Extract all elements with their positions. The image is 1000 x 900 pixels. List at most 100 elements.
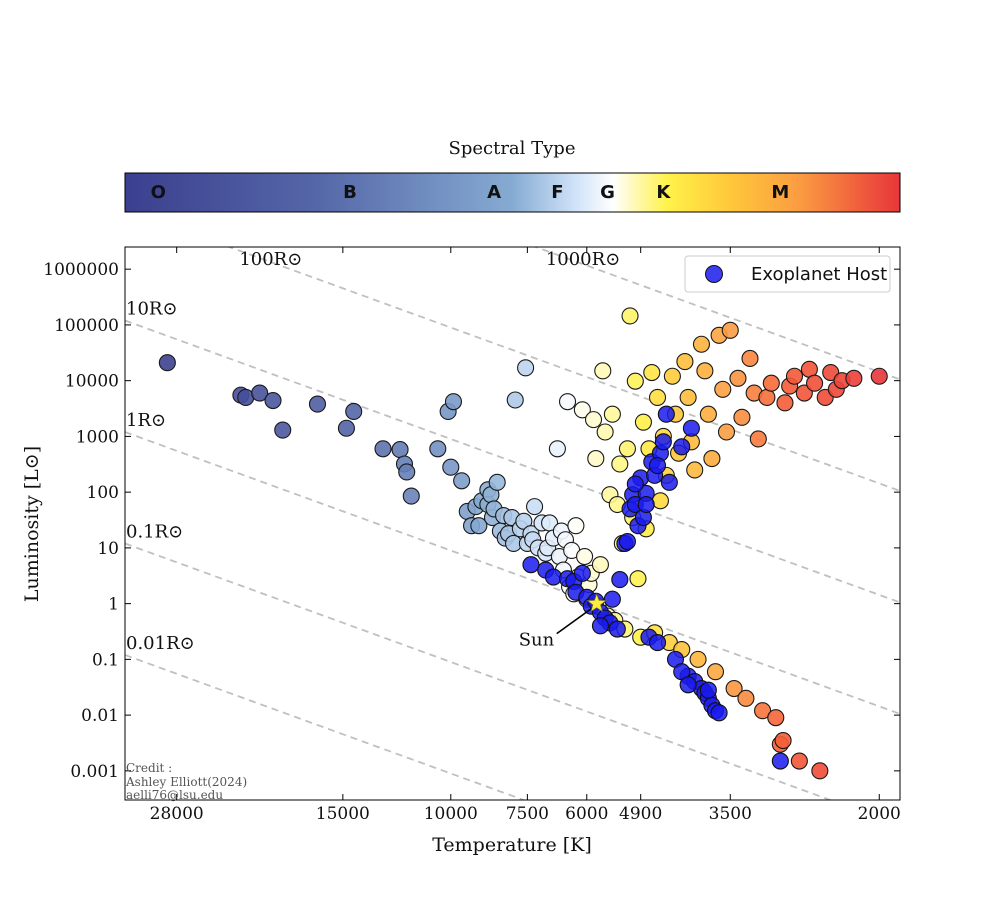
exoplanet-host-point — [657, 405, 675, 423]
star-point — [733, 408, 751, 426]
y-tick-label: 1000000 — [43, 260, 119, 280]
star-point — [790, 752, 808, 770]
star-point — [737, 689, 755, 707]
y-axis-label: Luminosity [L⊙] — [21, 446, 43, 602]
star-point — [264, 391, 282, 410]
star-point — [391, 441, 409, 459]
sun-annotation: Sun — [519, 592, 608, 651]
radius-lines — [125, 247, 900, 800]
plot-frame — [124, 246, 901, 801]
star-point — [374, 440, 392, 458]
colorbar-class-label: F — [551, 182, 563, 203]
exoplanet-host-point — [660, 473, 678, 491]
star-point — [758, 388, 776, 406]
star-point — [618, 440, 636, 458]
y-tick-label: 0.001 — [70, 762, 119, 782]
exoplanet-host-point — [637, 495, 655, 514]
star-point — [754, 702, 772, 720]
star-point — [567, 517, 585, 535]
y-tick-label: 10 — [97, 539, 119, 559]
colorbar-class-label: B — [343, 182, 357, 203]
star-point — [308, 395, 327, 413]
star-point — [596, 423, 614, 441]
star-point — [398, 463, 416, 481]
star-point — [629, 570, 647, 588]
star-point — [576, 547, 594, 566]
star-point — [634, 413, 652, 431]
colorbar-title: Spectral Type — [449, 138, 576, 159]
exoplanet-host-point — [618, 532, 636, 551]
x-tick-label: 4900 — [619, 804, 662, 824]
exoplanet-host-point — [673, 438, 691, 456]
x-tick-label: 10000 — [424, 804, 478, 824]
star-point — [611, 455, 629, 473]
star-point — [767, 709, 785, 727]
radius-line — [226, 247, 900, 492]
data-points — [158, 307, 888, 780]
star-point — [442, 458, 460, 476]
star-point — [526, 498, 544, 516]
star-point — [584, 411, 603, 429]
x-tick-label: 2000 — [858, 804, 901, 824]
star-point — [703, 450, 721, 468]
y-tick-label: 0.01 — [81, 706, 119, 726]
credit-line-2: Ashley Elliott(2024) — [125, 775, 247, 789]
star-point — [762, 374, 780, 392]
star-point — [741, 349, 759, 368]
colorbar-class-label: O — [151, 182, 166, 203]
exoplanet-host-point — [710, 704, 728, 722]
exoplanet-host-point — [654, 433, 672, 451]
y-tick-label: 0.1 — [92, 650, 119, 670]
sun-marker — [586, 592, 608, 613]
exoplanet-host-point — [648, 634, 667, 652]
x-tick-label: 6000 — [565, 804, 608, 824]
exoplanet-host-point — [603, 590, 621, 608]
exoplanet-host-point — [591, 617, 609, 635]
star-point — [626, 372, 644, 390]
star-point — [517, 359, 535, 377]
radius-label: 10R⊙ — [126, 299, 178, 320]
star-point — [651, 492, 669, 510]
star-point — [345, 402, 363, 421]
star-point — [785, 367, 804, 385]
star-point — [573, 401, 591, 419]
legend: Exoplanet Host — [684, 255, 891, 293]
y-tick-label: 10000 — [65, 372, 119, 392]
star-point — [689, 650, 707, 668]
colorbar — [124, 172, 901, 213]
star-point — [806, 374, 824, 392]
star-point — [776, 394, 794, 412]
colorbar-class-label: G — [600, 182, 615, 203]
exoplanet-host-point — [648, 457, 667, 475]
star-point — [337, 419, 355, 437]
star-point — [714, 380, 732, 398]
star-point — [686, 461, 704, 479]
exoplanet-host-point — [679, 676, 697, 694]
exoplanet-host-point — [573, 564, 591, 582]
star-point — [621, 307, 639, 325]
legend-marker — [705, 265, 723, 283]
star-point — [696, 362, 714, 380]
star-point — [699, 405, 717, 423]
star-point — [721, 321, 739, 339]
radius-labels: 100R⊙ 1000R⊙ 10R⊙ 1R⊙ 0.1R⊙ 0.01R⊙ — [126, 249, 620, 654]
star-point — [453, 472, 471, 490]
radius-label: 0.1R⊙ — [126, 521, 183, 542]
sun-pointer — [556, 606, 594, 635]
x-tick-label: 3500 — [709, 804, 752, 824]
star-point — [643, 363, 661, 382]
star-point — [774, 731, 792, 750]
radius-label: 100R⊙ — [239, 249, 302, 270]
radius-label: 1R⊙ — [126, 410, 166, 431]
star-point — [444, 393, 463, 411]
legend-box — [684, 255, 891, 293]
sun-label: Sun — [519, 630, 555, 651]
star-point — [811, 762, 829, 780]
radius-line — [125, 431, 900, 715]
x-tick-label: 7500 — [506, 804, 549, 824]
exoplanet-host-point — [771, 752, 789, 770]
x-axis-label: Temperature [K] — [432, 834, 592, 856]
star-point — [725, 679, 743, 698]
